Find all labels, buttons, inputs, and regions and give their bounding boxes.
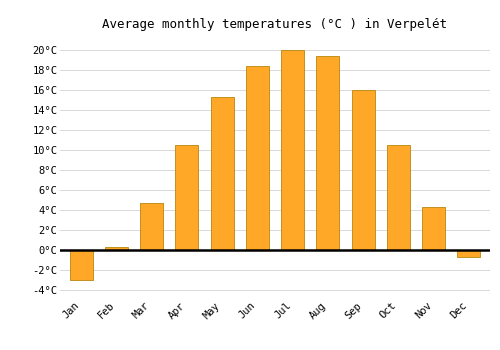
Bar: [458, 250, 480, 257]
Bar: [352, 90, 374, 250]
Bar: [387, 145, 410, 250]
Bar: [176, 145, 199, 250]
Bar: [105, 247, 128, 250]
Bar: [70, 250, 92, 280]
Bar: [140, 203, 163, 250]
Bar: [210, 97, 234, 250]
Bar: [246, 66, 269, 250]
Bar: [422, 206, 445, 250]
Bar: [316, 56, 340, 250]
Title: Average monthly temperatures (°C ) in Verpelét: Average monthly temperatures (°C ) in Ve…: [102, 18, 448, 31]
Bar: [281, 50, 304, 250]
